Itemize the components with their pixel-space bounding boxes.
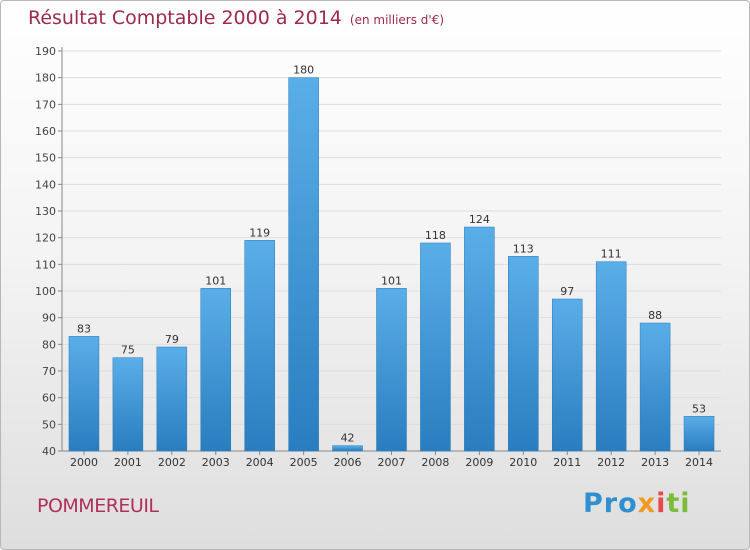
bar: [244, 240, 275, 452]
bar-value-label: 101: [205, 274, 226, 287]
bar-value-label: 97: [560, 285, 574, 298]
y-tick-label: 130: [35, 205, 56, 218]
bar: [508, 256, 539, 452]
location-name: POMMEREUIL: [37, 495, 159, 517]
chart-title: Résultat Comptable 2000 à 2014 (en millie…: [28, 7, 444, 29]
x-tick-label: 2011: [553, 456, 581, 469]
bar-value-label: 113: [513, 242, 534, 255]
bar: [376, 288, 407, 452]
proxiti-logo: Proxiti: [583, 488, 691, 519]
x-tick-label: 2006: [334, 456, 362, 469]
labels: 40 50 60 70 80 90 100 110 120 130 140 150 160 170 180 1…: [35, 45, 713, 469]
logo-part-2: x: [637, 488, 657, 519]
bar: [112, 357, 144, 452]
y-tick-label: 50: [42, 418, 56, 431]
y-tick-label: 40: [42, 445, 56, 458]
chart-subtitle: (en milliers d'€): [349, 13, 445, 27]
y-tick-label: 70: [42, 365, 56, 378]
logo-part-4: ti: [666, 488, 691, 519]
y-tick-label: 170: [35, 98, 56, 111]
bar-value-label: 111: [601, 248, 622, 261]
x-tick-label: 2005: [290, 456, 318, 469]
bar-value-label: 53: [692, 402, 706, 415]
bar: [332, 445, 363, 452]
logo-part-3: i: [656, 488, 667, 519]
y-tick-label: 100: [35, 285, 56, 298]
bar: [68, 336, 100, 452]
y-tick-label: 180: [35, 72, 56, 85]
y-tick-label: 190: [35, 45, 56, 58]
bars: [68, 77, 715, 452]
y-tick-label: 160: [35, 125, 56, 138]
bar-value-label: 75: [121, 344, 135, 357]
bar: [288, 77, 319, 452]
y-tick-label: 60: [42, 392, 56, 405]
bar-value-label: 124: [469, 213, 490, 226]
bar: [639, 322, 671, 452]
bar-value-label: 88: [648, 309, 662, 322]
logo-part-1: Pro: [583, 488, 638, 519]
bar: [551, 298, 583, 452]
x-tick-label: 2000: [70, 456, 98, 469]
x-tick-label: 2010: [509, 456, 537, 469]
x-tick-label: 2007: [378, 456, 406, 469]
x-tick-label: 2001: [114, 456, 142, 469]
bar: [156, 346, 188, 452]
bar-value-label: 79: [165, 333, 179, 346]
x-tick-label: 2002: [158, 456, 186, 469]
bar-value-label: 42: [341, 432, 355, 445]
x-tick-label: 2012: [597, 456, 625, 469]
y-tick-label: 120: [35, 232, 56, 245]
y-tick-label: 80: [42, 338, 56, 351]
bar: [464, 226, 495, 452]
x-tick-label: 2014: [685, 456, 713, 469]
x-tick-label: 2004: [246, 456, 274, 469]
bar: [420, 242, 451, 452]
bar-value-label: 119: [249, 226, 270, 239]
bar: [595, 261, 627, 452]
y-tick-label: 150: [35, 152, 56, 165]
y-tick-label: 110: [35, 258, 56, 271]
chart-title-main: Résultat Comptable 2000 à 2014: [28, 7, 342, 29]
x-tick-label: 2009: [465, 456, 493, 469]
bar-value-label: 101: [381, 274, 402, 287]
bar: [683, 416, 715, 452]
x-tick-label: 2008: [421, 456, 449, 469]
y-tick-label: 140: [35, 178, 56, 191]
bar-value-label: 83: [77, 322, 91, 335]
y-tick-label: 90: [42, 312, 56, 325]
bar-value-label: 180: [293, 64, 314, 77]
x-tick-label: 2003: [202, 456, 230, 469]
x-tick-label: 2013: [641, 456, 669, 469]
bar-value-label: 118: [425, 229, 446, 242]
bar: [200, 288, 232, 452]
